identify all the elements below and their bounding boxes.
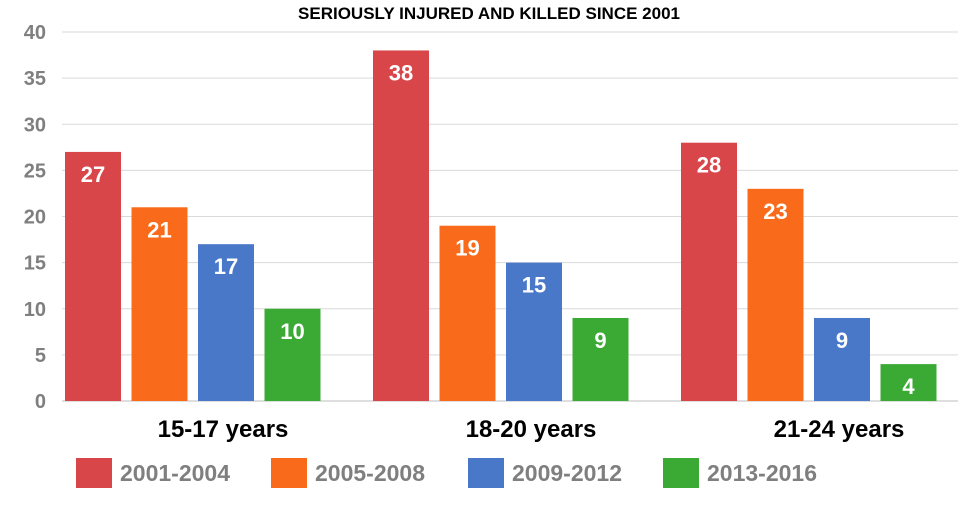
bar-2009-2012-21-24-years [814, 317, 870, 401]
y-tick-label: 0 [35, 391, 46, 413]
chart-title: SERIOUSLY INJURED AND KILLED SINCE 2001 [298, 4, 680, 23]
data-label: 9 [594, 328, 606, 353]
bar-2013-2016-15-17-years [264, 308, 321, 401]
x-tick-label: 21-24 years [774, 416, 905, 443]
bar-2013-2016-18-20-years [572, 317, 629, 401]
data-label: 19 [455, 236, 479, 261]
y-tick-label: 10 [24, 299, 46, 321]
x-tick-label: 18-20 years [466, 416, 597, 443]
data-label: 15 [522, 273, 546, 298]
bar-2005-2008-15-17-years [131, 207, 188, 401]
y-tick-label: 35 [24, 68, 46, 90]
legend-label: 2005-2008 [315, 460, 425, 486]
legend: 2001-2004 2005-2008 2009-2012 2013-2016 [76, 458, 817, 488]
y-tick-label: 15 [24, 253, 46, 275]
x-axis-ticks: 15-17 years 18-20 years 21-24 years [158, 416, 905, 443]
y-tick-label: 40 [24, 22, 46, 44]
y-tick-label: 25 [24, 160, 46, 182]
data-label: 21 [147, 217, 171, 242]
bar-2001-2004-18-20-years [373, 50, 429, 401]
y-tick-label: 30 [24, 114, 46, 136]
data-label: 9 [836, 328, 848, 353]
legend-label: 2001-2004 [120, 460, 230, 486]
bar-2009-2012-15-17-years [198, 244, 254, 401]
data-label: 4 [902, 374, 915, 399]
x-tick-label: 15-17 years [158, 416, 289, 443]
bars [65, 50, 937, 401]
bar-2005-2008-21-24-years [747, 188, 804, 401]
data-label: 27 [81, 162, 105, 187]
legend-label: 2009-2012 [512, 460, 622, 486]
data-label: 38 [389, 60, 413, 85]
legend-swatch [468, 458, 504, 488]
bar-2009-2012-18-20-years [506, 262, 562, 401]
legend-swatch [663, 458, 699, 488]
bar-2001-2004-15-17-years [65, 151, 121, 401]
y-tick-label: 20 [24, 207, 46, 229]
bar-2005-2008-18-20-years [439, 225, 496, 401]
legend-swatch [76, 458, 112, 488]
data-label: 28 [697, 153, 721, 178]
y-axis-ticks: 0 5 10 15 20 25 30 35 40 [24, 22, 46, 413]
legend-label: 2013-2016 [707, 460, 817, 486]
data-labels: 27 21 17 10 38 19 15 9 28 23 9 4 [81, 60, 916, 399]
data-label: 17 [214, 254, 238, 279]
y-tick-label: 5 [35, 345, 46, 367]
data-label: 10 [280, 319, 304, 344]
data-label: 23 [763, 199, 787, 224]
bar-2001-2004-21-24-years [681, 142, 737, 401]
bar-2013-2016-21-24-years [880, 364, 937, 401]
legend-swatch [271, 458, 307, 488]
